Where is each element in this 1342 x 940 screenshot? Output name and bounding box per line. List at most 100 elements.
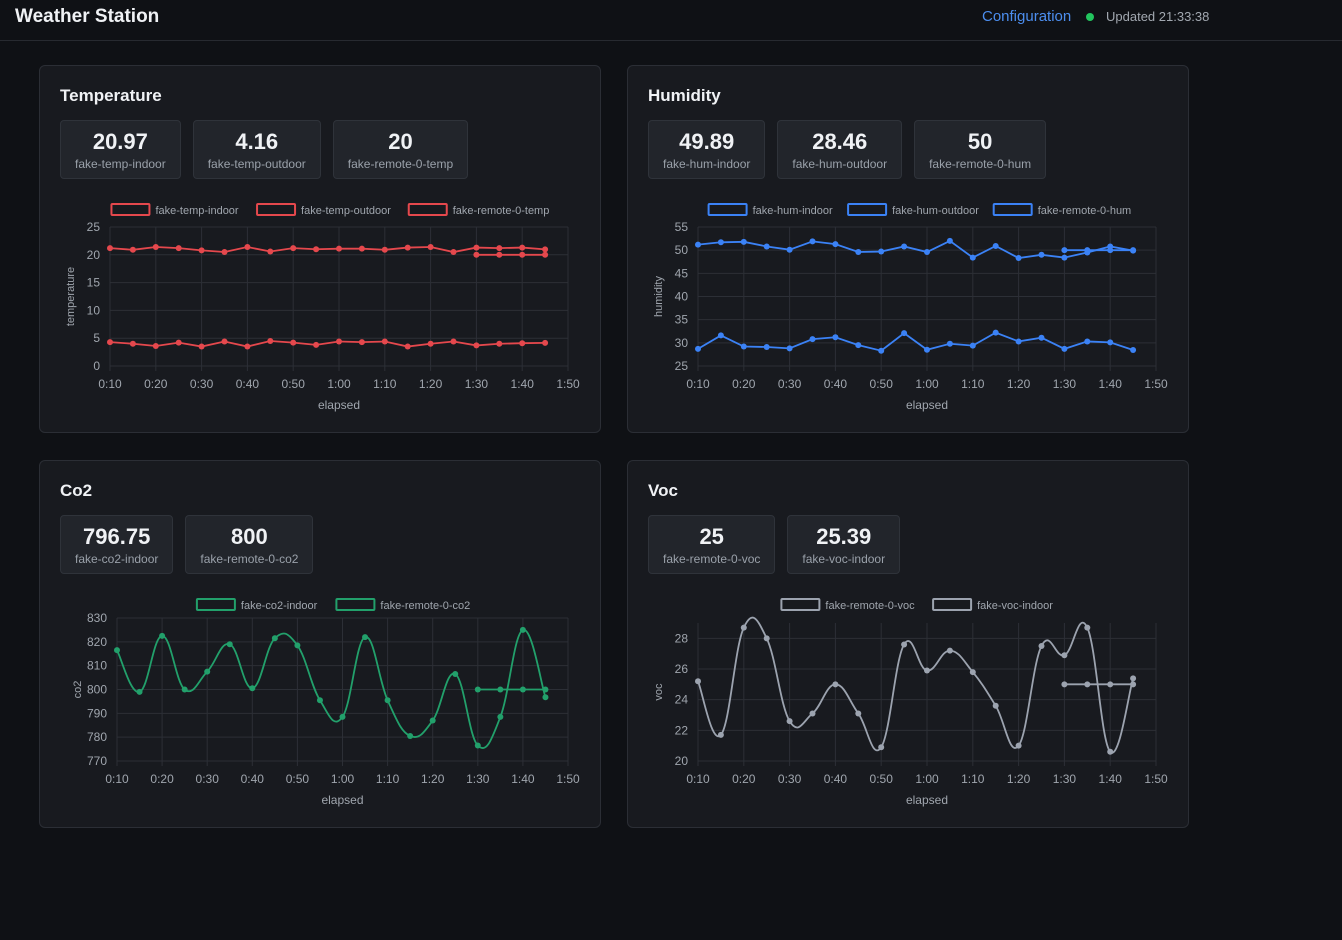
data-point	[114, 647, 120, 654]
data-point	[992, 329, 999, 336]
data-point	[316, 697, 323, 704]
data-point	[181, 686, 188, 693]
legend-swatch	[992, 203, 1033, 216]
data-point	[519, 686, 526, 693]
stat-label: fake-co2-indoor	[75, 552, 159, 566]
data-point	[969, 669, 976, 676]
temperature-chart[interactable]: 0 5 10 15 20 25 0:10 0:20 0:30 0:40 0:50 1:00 1:10 1:…	[40, 196, 600, 416]
x-tick-label: 1:10	[373, 377, 397, 391]
x-tick-label: 1:20	[421, 772, 445, 786]
y-tick-label: 820	[87, 635, 107, 649]
x-tick-label: 0:20	[732, 772, 756, 786]
data-point	[267, 337, 274, 344]
y-tick-label: 810	[87, 659, 107, 673]
x-tick-label: 0:30	[778, 772, 802, 786]
y-axis-title: co2	[72, 681, 84, 699]
card-title: Temperature	[60, 86, 162, 105]
stat-value: 25.39	[816, 524, 872, 549]
data-point	[695, 345, 701, 352]
data-point	[452, 671, 459, 678]
data-point	[740, 238, 747, 245]
y-tick-label: 10	[87, 303, 101, 317]
data-point	[519, 340, 526, 347]
legend-label: fake-temp-indoor	[155, 205, 238, 217]
card-title: Voc	[648, 481, 678, 500]
legend-label: fake-remote-0-hum	[1038, 205, 1132, 217]
data-point	[107, 339, 113, 346]
legend-swatch	[335, 598, 376, 611]
stat-label: fake-remote-0-co2	[200, 552, 299, 566]
data-point	[1015, 255, 1022, 262]
x-tick-label: 0:10	[105, 772, 129, 786]
data-point	[1130, 675, 1137, 682]
y-tick-label: 5	[93, 331, 100, 345]
data-point	[969, 254, 976, 261]
data-point	[221, 249, 228, 256]
data-point	[717, 731, 724, 738]
legend-label: fake-remote-0-temp	[453, 205, 550, 217]
voc-chart[interactable]: 20 22 24 26 28 0:10 0:20 0:30 0:40 0:50 1:00 1:10 1:…	[628, 591, 1188, 811]
data-point	[878, 347, 885, 354]
stat-label: fake-temp-indoor	[75, 157, 166, 171]
data-point	[381, 246, 388, 253]
data-point	[1130, 247, 1137, 254]
x-tick-label: 0:50	[870, 377, 894, 391]
x-axis-title: elapsed	[321, 793, 363, 807]
stats-row: 49.89 fake-hum-indoor 28.46 fake-hum-out…	[648, 120, 1047, 179]
y-tick-label: 22	[675, 723, 689, 737]
y-tick-label: 790	[87, 706, 107, 720]
data-point	[313, 341, 320, 348]
stat-label: fake-hum-outdoor	[792, 157, 888, 171]
stat-value: 4.16	[235, 129, 279, 154]
x-tick-label: 0:40	[824, 772, 848, 786]
data-point	[336, 245, 342, 252]
data-point	[832, 334, 839, 341]
data-point	[1061, 247, 1068, 254]
data-point	[542, 686, 549, 693]
data-point	[1130, 346, 1137, 353]
data-point	[221, 338, 228, 345]
data-point	[313, 246, 320, 253]
data-point	[1084, 247, 1091, 254]
y-tick-label: 24	[675, 693, 689, 707]
data-point	[519, 251, 526, 258]
y-tick-label: 55	[675, 220, 689, 234]
data-point	[717, 239, 724, 246]
y-tick-label: 20	[87, 248, 101, 262]
y-tick-label: 40	[675, 290, 689, 304]
data-point	[878, 744, 885, 751]
x-tick-label: 0:10	[686, 377, 710, 391]
co2-chart[interactable]: 770 780 790 800 810 820 830 0:10 0:20 0:30 0:40 0:5…	[40, 591, 600, 811]
x-axis-title: elapsed	[318, 398, 360, 412]
x-tick-label: 0:30	[778, 377, 802, 391]
data-point	[901, 243, 908, 250]
humidity-chart[interactable]: 25 30 35 40 45 50 55 0:10 0:20 0:30 0:40 0:50 1:00 1:…	[628, 196, 1188, 416]
x-tick-label: 1:40	[1099, 377, 1123, 391]
data-point	[763, 344, 770, 351]
x-tick-label: 1:40	[1099, 772, 1123, 786]
data-point	[450, 338, 457, 345]
data-point	[786, 246, 793, 253]
series-line	[109, 246, 546, 253]
data-point	[496, 251, 503, 258]
status-dot-icon	[1086, 13, 1094, 21]
x-tick-label: 1:30	[1053, 772, 1077, 786]
configuration-link[interactable]: Configuration	[982, 8, 1072, 25]
data-point	[1084, 681, 1091, 688]
stat-value: 20	[388, 129, 413, 154]
data-point	[740, 624, 747, 631]
y-tick-label: 45	[675, 266, 689, 280]
legend-label: fake-co2-indoor	[241, 600, 318, 612]
stat-tile: 4.16 fake-temp-outdoor	[192, 120, 321, 179]
series-line	[109, 340, 546, 348]
data-point	[129, 246, 136, 253]
data-point	[855, 710, 862, 717]
data-point	[695, 678, 701, 685]
updated-timestamp: Updated 21:33:38	[1106, 9, 1210, 24]
data-point	[473, 244, 480, 251]
data-point	[992, 242, 999, 249]
data-point	[496, 340, 503, 347]
legend-swatch	[707, 203, 748, 216]
y-axis-title: temperature	[65, 267, 77, 326]
stats-row: 20.97 fake-temp-indoor 4.16 fake-temp-ou…	[60, 120, 469, 179]
